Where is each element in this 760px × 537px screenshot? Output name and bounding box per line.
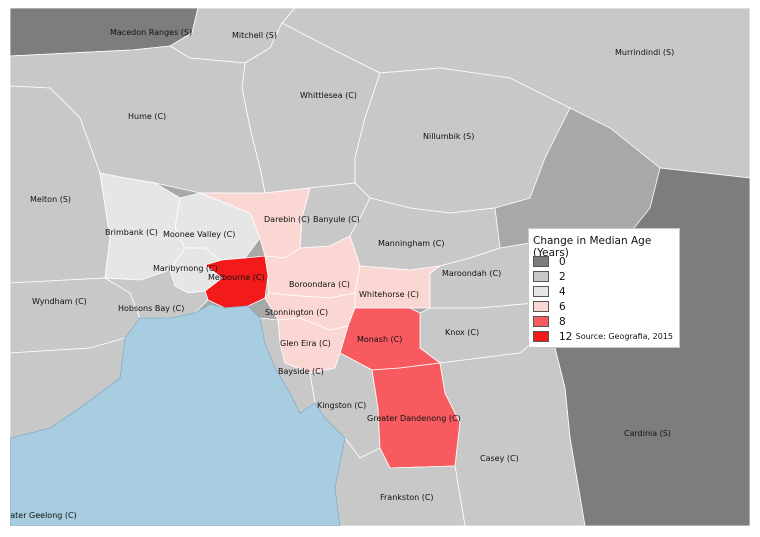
label-wyndham: Wyndham (C) (32, 297, 87, 306)
legend-swatch (533, 331, 549, 342)
label-knox: Knox (C) (445, 328, 479, 337)
label-glen-eira: Glen Eira (C) (280, 339, 331, 348)
label-greater-dandenong: Greater Dandenong (C) (367, 414, 461, 423)
label-stonnington: Stonnington (C) (265, 308, 328, 317)
label-melton: Melton (S) (30, 195, 71, 204)
legend-source: Source: Geografia, 2015 (575, 332, 673, 341)
label-manningham: Manningham (C) (378, 239, 444, 248)
port-phillip-bay (10, 303, 346, 526)
map-legend: Change in Median Age (Years) 0 2 4 6 8 1… (528, 228, 680, 348)
label-brimbank: Brimbank (C) (105, 228, 158, 237)
region-whitehorse (354, 265, 441, 309)
label-nillumbik: Nillumbik (S) (423, 132, 474, 141)
legend-row: 0 (533, 255, 566, 268)
label-maroondah: Maroondah (C) (442, 269, 501, 278)
legend-row: 4 (533, 285, 566, 298)
label-banyule: Banyule (C) (313, 215, 360, 224)
legend-row: 6 (533, 300, 566, 313)
label-moonee-valley: Moonee Valley (C) (163, 230, 235, 239)
legend-swatch (533, 286, 549, 297)
label-whitehorse: Whitehorse (C) (359, 290, 419, 299)
legend-label: 2 (559, 270, 566, 283)
legend-swatch (533, 301, 549, 312)
region-hobsons-bay (104, 269, 209, 319)
legend-swatch (533, 316, 549, 327)
label-macedon-ranges: Macedon Ranges (S) (110, 28, 192, 37)
label-hume: Hume (C) (128, 112, 166, 121)
legend-label: 0 (559, 255, 566, 268)
region-melbourne (204, 255, 269, 309)
legend-row: 8 (533, 315, 566, 328)
legend-label: 12 (559, 330, 573, 343)
label-mitchell: Mitchell (S) (232, 31, 277, 40)
label-bayside: Bayside (C) (278, 367, 324, 376)
label-casey: Casey (C) (480, 454, 519, 463)
label-greater-geelong: Greater Geelong (C) (10, 511, 77, 520)
legend-row: 2 (533, 270, 566, 283)
legend-swatch (533, 271, 549, 282)
legend-row: 12 (533, 330, 572, 343)
legend-swatch (533, 256, 549, 267)
label-maribyrnong: Maribyrnong (C) (153, 264, 218, 273)
label-monash: Monash (C) (357, 335, 402, 344)
label-whittlesea: Whittlesea (C) (300, 91, 357, 100)
label-frankston: Frankston (C) (380, 493, 434, 502)
region-casey (439, 327, 586, 526)
label-hobsons-bay: Hobsons Bay (C) (118, 304, 184, 313)
region-labels: Macedon Ranges (S) Mitchell (S) Murrindi… (10, 28, 674, 520)
label-kingston: Kingston (C) (317, 401, 366, 410)
label-boroondara: Boroondara (C) (289, 280, 350, 289)
legend-label: 4 (559, 285, 566, 298)
label-cardinia: Cardinia (S) (624, 429, 671, 438)
legend-label: 6 (559, 300, 566, 313)
label-darebin: Darebin (C) (264, 215, 310, 224)
label-melbourne: Melbourne (C) (208, 273, 265, 282)
label-murrindindi: Murrindindi (S) (615, 48, 674, 57)
legend-label: 8 (559, 315, 566, 328)
